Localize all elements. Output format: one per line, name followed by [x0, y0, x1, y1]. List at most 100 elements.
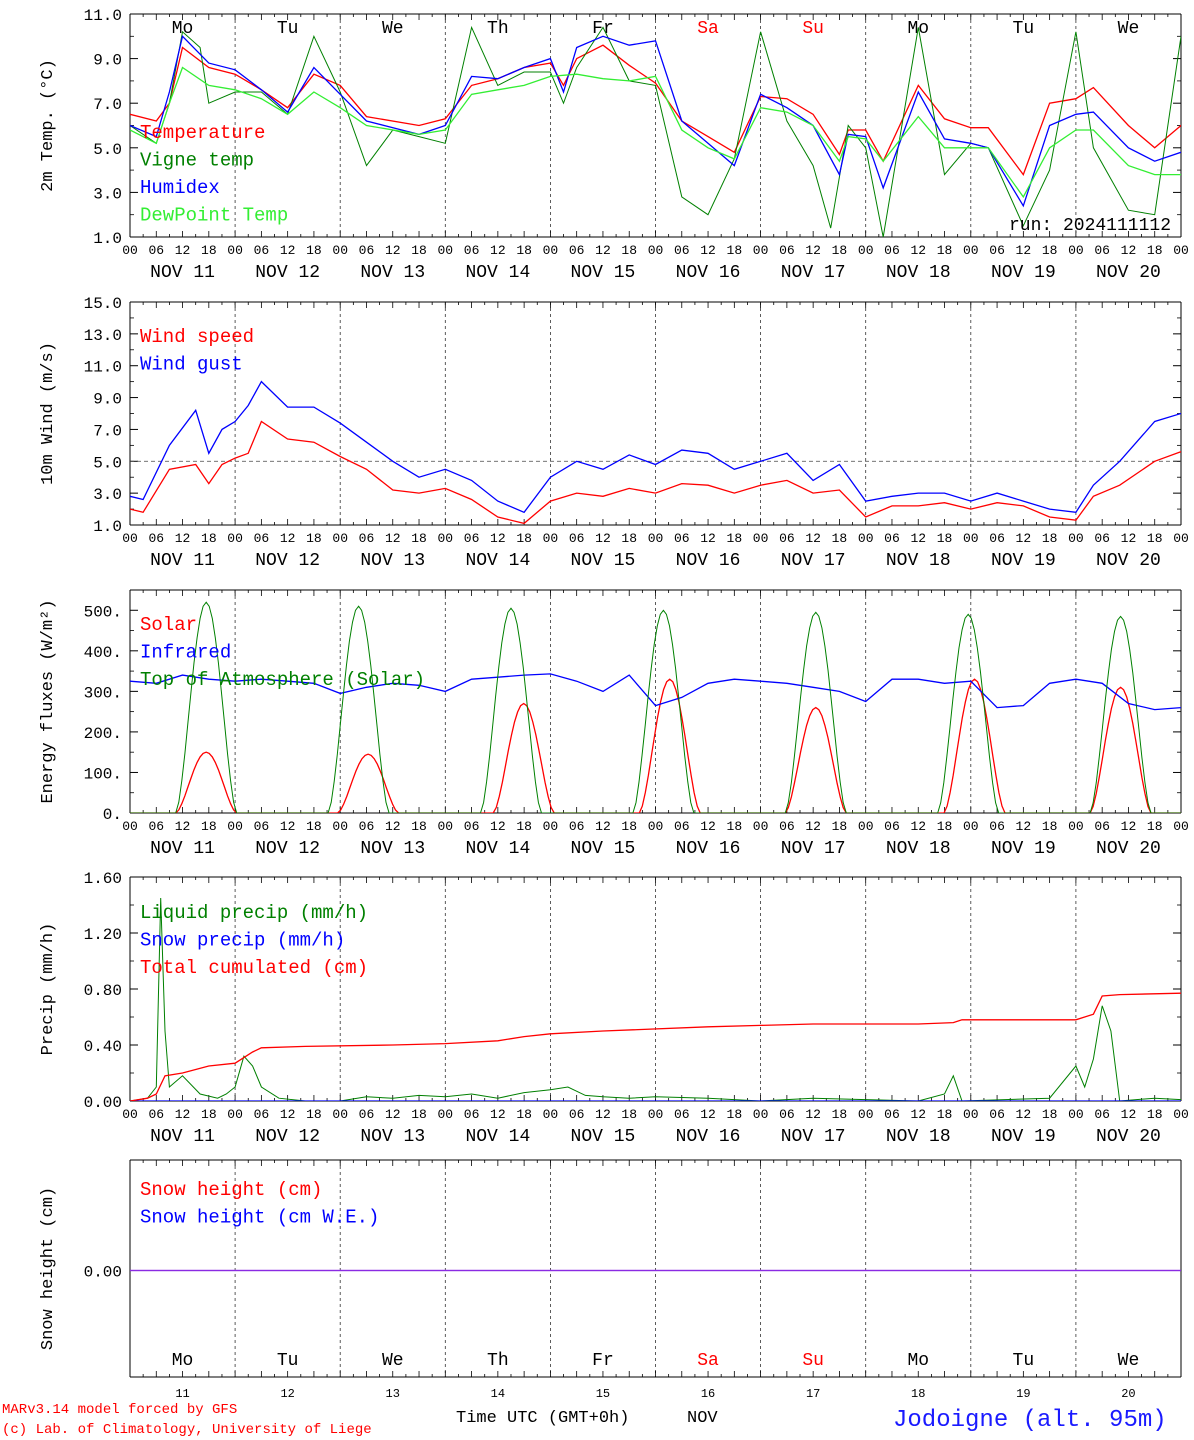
- hour-tick-label: 00: [858, 531, 874, 546]
- hour-tick-label: 00: [753, 819, 769, 834]
- hour-tick-label: 00: [1068, 243, 1084, 258]
- y-tick-label: 1.0: [93, 230, 122, 248]
- hour-tick-label: 18: [516, 1107, 532, 1122]
- hour-tick-label: 18: [937, 819, 953, 834]
- hour-tick-label: 06: [1094, 819, 1110, 834]
- panel-snow: 0.00 Snow height (cm) Mo 11 Tu 12 We 13 Th 14 Fr 15…: [39, 1159, 1182, 1401]
- day-of-week-label: Su: [802, 1351, 824, 1371]
- date-label: NOV 18: [886, 839, 951, 859]
- footer: MARv3.14 model forced by GFS (c) Lab. of…: [2, 1402, 1167, 1438]
- hour-tick-label: 00: [648, 819, 664, 834]
- date-label: NOV 19: [991, 551, 1056, 571]
- hour-tick-label: 18: [727, 1107, 743, 1122]
- hour-tick-label: 06: [359, 1107, 375, 1122]
- hour-tick-label: 12: [595, 243, 611, 258]
- hour-tick-label: 00: [122, 531, 138, 546]
- hour-tick-label: 00: [1173, 531, 1189, 546]
- date-label: NOV 14: [465, 551, 530, 571]
- hour-tick-label: 00: [858, 243, 874, 258]
- date-label: NOV 20: [1096, 263, 1161, 283]
- y-tick-label: 11.0: [84, 7, 122, 25]
- hour-tick-label: 12: [595, 531, 611, 546]
- hour-tick-label: 06: [148, 243, 164, 258]
- series-group: [130, 380, 1181, 525]
- hour-tick-label: 06: [569, 531, 585, 546]
- y-tick-label: 0.00: [84, 1264, 122, 1282]
- hour-tick-label: 18: [1147, 243, 1163, 258]
- day-of-week-label: Tu: [1013, 1351, 1035, 1371]
- hour-tick-label: 18: [1042, 1107, 1058, 1122]
- hour-tick-label: 06: [148, 819, 164, 834]
- hour-tick-label: 18: [516, 819, 532, 834]
- y-tick-label: 1.20: [84, 926, 122, 944]
- hour-tick-label: 18: [1042, 243, 1058, 258]
- hour-tick-label: 00: [227, 819, 243, 834]
- day-of-week-label: Th: [487, 19, 509, 39]
- hour-tick-label: 06: [464, 819, 480, 834]
- hour-tick-label: 18: [306, 819, 322, 834]
- hour-tick-label: 18: [516, 531, 532, 546]
- hour-tick-label: 06: [148, 531, 164, 546]
- hour-tick-label: 18: [1147, 819, 1163, 834]
- date-label: NOV 15: [571, 263, 636, 283]
- legend-entry: Total cumulated (cm): [140, 957, 368, 979]
- legend-entry: DewPoint Temp: [140, 205, 288, 227]
- hour-tick-label: 00: [122, 1107, 138, 1122]
- y-tick-label: 3.0: [93, 185, 122, 203]
- hour-tick-label: 12: [385, 1107, 401, 1122]
- hour-tick-label: 12: [700, 243, 716, 258]
- y-axis-label: Energy fluxes (W/m²): [39, 599, 58, 803]
- series-line-vigne-temp: [130, 25, 1181, 237]
- hour-tick-label: 18: [621, 1107, 637, 1122]
- y-tick-label: 11.0: [84, 359, 122, 377]
- day-number-label: 12: [280, 1387, 294, 1401]
- date-label: NOV 15: [571, 1127, 636, 1147]
- hour-tick-label: 12: [805, 819, 821, 834]
- hour-tick-label: 00: [543, 1107, 559, 1122]
- hour-tick-label: 18: [411, 1107, 427, 1122]
- hour-tick-label: 12: [1016, 819, 1032, 834]
- series-line-dewpoint-temp: [130, 66, 1181, 199]
- date-label: NOV 16: [676, 1127, 741, 1147]
- y-tick-label: 9.0: [93, 391, 122, 409]
- time-axis-label: Time UTC (GMT+0h): [456, 1409, 629, 1428]
- series-line-wind-gust: [130, 380, 1181, 514]
- hour-tick-label: 06: [989, 819, 1005, 834]
- panel-energy: 0. 100. 200. 300. 400. 500. Energy fluxes (W/m…: [39, 589, 1189, 859]
- month-label: NOV: [687, 1409, 718, 1428]
- hour-tick-label: 12: [175, 531, 191, 546]
- hour-tick-label: 18: [727, 243, 743, 258]
- y-tick-label: 7.0: [93, 96, 122, 114]
- hour-tick-label: 06: [989, 243, 1005, 258]
- hour-tick-label: 06: [359, 531, 375, 546]
- hour-tick-label: 12: [595, 819, 611, 834]
- y-axis-label: Precip (mm/h): [39, 923, 58, 1056]
- hour-tick-label: 00: [543, 819, 559, 834]
- hour-tick-label: 18: [1042, 819, 1058, 834]
- series-line-wind-speed: [130, 420, 1181, 525]
- hour-tick-label: 18: [306, 1107, 322, 1122]
- hour-tick-label: 00: [963, 243, 979, 258]
- series-line-solar: [130, 678, 1181, 813]
- legend-entry: Snow height (cm W.E.): [140, 1207, 379, 1229]
- hour-tick-label: 12: [595, 1107, 611, 1122]
- date-label: NOV 12: [255, 551, 320, 571]
- date-label: NOV 16: [676, 551, 741, 571]
- hour-tick-label: 06: [569, 819, 585, 834]
- date-label: NOV 16: [676, 839, 741, 859]
- hour-tick-label: 18: [516, 243, 532, 258]
- hour-tick-label: 06: [464, 243, 480, 258]
- hour-tick-label: 12: [910, 531, 926, 546]
- hour-tick-label: 12: [490, 1107, 506, 1122]
- panel-temp: 1.0 3.0 5.0 7.0 9.0 11.0 2m Temp. (°C) 00 06 12 18…: [39, 7, 1189, 283]
- date-label: NOV 14: [465, 263, 530, 283]
- day-of-week-label: Mo: [907, 1351, 929, 1371]
- date-label: NOV 14: [465, 839, 530, 859]
- hour-tick-label: 00: [437, 243, 453, 258]
- y-axis-label: 2m Temp. (°C): [39, 59, 58, 192]
- y-tick-label: 200.: [84, 725, 122, 743]
- date-label: NOV 15: [571, 839, 636, 859]
- series-line-total-cumulated-cm-: [130, 992, 1181, 1101]
- day-of-week-label: Sa: [697, 19, 719, 39]
